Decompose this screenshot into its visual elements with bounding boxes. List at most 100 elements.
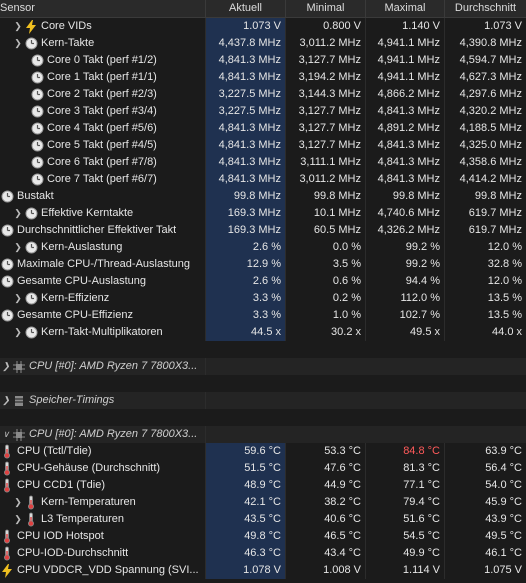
sensor-name-cell: ❯ Kern-Takt-Multiplikatoren (0, 324, 206, 341)
sensor-row[interactable]: ❯ Kern-Temperaturen 42.1 °C 38.2 °C 79.4 °C 4… (0, 494, 526, 511)
value-avg: 99.8 MHz (474, 190, 522, 202)
value-avg: 43.9 °C (485, 513, 522, 525)
value-avg: 4,627.3 MHz (459, 71, 522, 83)
value-avg: 4,414.2 MHz (459, 173, 522, 185)
sensor-row[interactable]: Core 6 Takt (perf #7/8) 4,841.3 MHz 3,111.… (0, 154, 526, 171)
section-memory-timings[interactable]: ❯ Speicher-Timings (0, 392, 526, 409)
clock-icon (24, 207, 38, 221)
clock-icon (30, 139, 44, 153)
value-min: 3,127.7 MHz (286, 137, 366, 154)
value-max: 84.8 °C (366, 443, 445, 460)
value-min: 47.6 °C (286, 460, 366, 477)
chevron-right-icon[interactable]: ❯ (14, 208, 22, 218)
value-current: 169.3 MHz (206, 222, 286, 239)
sensor-row[interactable]: Durchschnittlicher Effektiver Takt 169.3 … (0, 222, 526, 239)
value-max: 4,740.6 MHz (366, 205, 445, 222)
sensor-row[interactable]: CPU CCD1 (Tdie) 48.9 °C 44.9 °C 77.1 °C 54.0… (0, 477, 526, 494)
column-current[interactable]: Aktuell (206, 0, 286, 17)
clock-icon (0, 258, 14, 272)
sensor-row[interactable]: Gesamte CPU-Effizienz 3.3 % 1.0 % 102.7 % 13… (0, 307, 526, 324)
value-current: 3.3 % (206, 290, 286, 307)
sensor-name-cell: Durchschnittlicher Effektiver Takt (0, 222, 206, 239)
value-current: 4,841.3 MHz (206, 52, 286, 69)
chevron-right-icon[interactable]: ❯ (14, 497, 22, 507)
section-cpu-enhanced[interactable]: ❯ CPU [#0]: AMD Ryzen 7 7800X3... (0, 358, 526, 375)
value-avg: 32.8 % (487, 258, 522, 270)
column-avg[interactable]: Durchschnitt (454, 2, 517, 14)
sensor-row[interactable]: Core 4 Takt (perf #5/6) 4,841.3 MHz 3,127.… (0, 120, 526, 137)
value-avg: 619.7 MHz (468, 224, 522, 236)
chevron-right-icon[interactable]: ❯ (14, 293, 22, 303)
sensor-row[interactable]: CPU-IOD-Durchschnitt 46.3 °C 43.4 °C 49.9 °… (0, 545, 526, 562)
column-max[interactable]: Maximal (366, 0, 445, 17)
chevron-right-icon[interactable]: ❯ (14, 38, 22, 48)
value-current: 12.9 % (206, 256, 286, 273)
sensor-row[interactable]: Maximale CPU-/Thread-Auslastung 12.9 % 3.5… (0, 256, 526, 273)
sensor-row[interactable]: CPU (Tctl/Tdie) 59.6 °C 53.3 °C 84.8 °C 63.9… (0, 443, 526, 460)
value-current: 3,227.5 MHz (206, 86, 286, 103)
value-avg: 4,320.2 MHz (459, 105, 522, 117)
value-avg: 619.7 MHz (468, 207, 522, 219)
sensor-row[interactable]: ❯ Core VIDs 1.073 V 0.800 V 1.140 V 1.073 V (0, 18, 526, 35)
sensor-row[interactable]: Core 0 Takt (perf #1/2) 4,841.3 MHz 3,127.… (0, 52, 526, 69)
sensor-row[interactable]: CPU IOD Hotspot 49.8 °C 46.5 °C 54.5 °C 49.5… (0, 528, 526, 545)
sensor-row[interactable]: Core 3 Takt (perf #3/4) 3,227.5 MHz 3,127.… (0, 103, 526, 120)
sensor-row[interactable]: ❯ Kern-Takte 4,437.8 MHz 3,011.2 MHz 4,941.1… (0, 35, 526, 52)
value-avg: 12.0 % (487, 241, 522, 253)
chevron-down-icon[interactable]: ∨ (2, 429, 10, 439)
section-cpu-thermal[interactable]: ∨ CPU [#0]: AMD Ryzen 7 7800X3... (0, 426, 526, 443)
clock-icon (0, 224, 14, 238)
chevron-right-icon[interactable]: ❯ (14, 327, 22, 337)
chevron-right-icon[interactable]: ❯ (2, 361, 10, 371)
sensor-name-cell: ❯ Core VIDs (0, 18, 206, 35)
sensor-row[interactable]: Core 2 Takt (perf #2/3) 3,227.5 MHz 3,144.… (0, 86, 526, 103)
sensor-row[interactable]: Core 1 Takt (perf #1/1) 4,841.3 MHz 3,194.… (0, 69, 526, 86)
sensor-label: Core 0 Takt (perf #1/2) (47, 54, 157, 66)
value-min: 53.3 °C (286, 443, 366, 460)
memory-icon (12, 394, 26, 408)
sensor-row[interactable]: CPU VDDCR_VDD Spannung (SVI... 1.078 V 1.0… (0, 562, 526, 579)
column-min[interactable]: Minimal (286, 0, 366, 17)
value-min: 0.6 % (286, 273, 366, 290)
sensor-row[interactable]: ❯ L3 Temperaturen 43.5 °C 40.6 °C 51.6 °C 43.… (0, 511, 526, 528)
sensor-row[interactable]: Bustakt 99.8 MHz 99.8 MHz 99.8 MHz 99.8 MHz (0, 188, 526, 205)
value-current: 44.5 x (206, 324, 286, 341)
value-max: 102.7 % (366, 307, 445, 324)
table-header: Sensor Aktuell Minimal Maximal Durchschn… (0, 0, 526, 18)
sensor-label: Bustakt (17, 190, 54, 202)
sensor-label: Kern-Temperaturen (41, 496, 136, 508)
value-min: 3,144.3 MHz (286, 86, 366, 103)
lightning-icon (24, 19, 38, 34)
sensor-row[interactable]: Core 5 Takt (perf #4/5) 4,841.3 MHz 3,127.… (0, 137, 526, 154)
sensor-label: Core 7 Takt (perf #6/7) (47, 173, 157, 185)
sensor-row[interactable]: Core 7 Takt (perf #6/7) 4,841.3 MHz 3,011.… (0, 171, 526, 188)
value-current: 42.1 °C (206, 494, 286, 511)
sensor-name-cell: ❯ Effektive Kerntakte (0, 205, 206, 222)
thermometer-icon (0, 546, 14, 561)
sensor-row[interactable]: ❯ Effektive Kerntakte 169.3 MHz 10.1 MHz 4,7… (0, 205, 526, 222)
section-label: Speicher-Timings (29, 394, 115, 406)
clock-icon (30, 105, 44, 119)
value-avg: 4,594.7 MHz (459, 54, 522, 66)
sensor-label: Gesamte CPU-Auslastung (17, 275, 146, 287)
column-sensor[interactable]: Sensor (0, 0, 206, 17)
value-current: 51.5 °C (206, 460, 286, 477)
chevron-right-icon[interactable]: ❯ (14, 242, 22, 252)
cpu-thermal-group: CPU (Tctl/Tdie) 59.6 °C 53.3 °C 84.8 °C 63.9… (0, 443, 526, 579)
sensor-label: CPU (Tctl/Tdie) (17, 445, 92, 457)
value-min: 3,111.1 MHz (286, 154, 366, 171)
sensor-row[interactable]: Gesamte CPU-Auslastung 2.6 % 0.6 % 94.4 % 12… (0, 273, 526, 290)
value-avg: 46.1 °C (485, 547, 522, 559)
chevron-right-icon[interactable]: ❯ (2, 395, 10, 405)
chevron-right-icon[interactable]: ❯ (14, 21, 22, 31)
chevron-right-icon[interactable]: ❯ (14, 514, 22, 524)
sensor-row[interactable]: ❯ Kern-Auslastung 2.6 % 0.0 % 99.2 % 12.0 % (0, 239, 526, 256)
sensor-row[interactable]: CPU-Gehäuse (Durchschnitt) 51.5 °C 47.6 °C… (0, 460, 526, 477)
value-current: 1.078 V (206, 562, 286, 579)
sensor-row[interactable]: ❯ Kern-Effizienz 3.3 % 0.2 % 112.0 % 13.5 % (0, 290, 526, 307)
sensor-name-cell: Gesamte CPU-Auslastung (0, 273, 206, 290)
value-current: 49.8 °C (206, 528, 286, 545)
sensor-row[interactable]: ❯ Kern-Takt-Multiplikatoren 44.5 x 30.2 x 49… (0, 324, 526, 341)
value-max: 4,941.1 MHz (366, 52, 445, 69)
sensor-label: Effektive Kerntakte (41, 207, 134, 219)
